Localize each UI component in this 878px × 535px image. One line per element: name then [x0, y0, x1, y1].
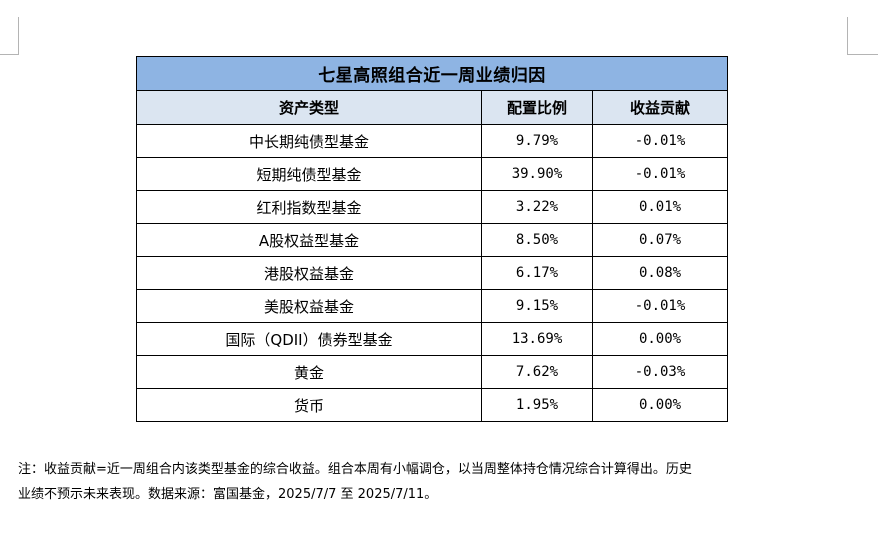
return-contribution-cell: 0.08%: [591, 256, 729, 290]
allocation-ratio-cell: 1.95%: [481, 388, 593, 422]
table-row: 货币 1.95% 0.00%: [136, 388, 729, 422]
table-header-row: 资产类型 配置比例 收益贡献: [136, 90, 729, 125]
header-allocation-ratio: 配置比例: [481, 90, 593, 125]
table-row: 美股权益基金 9.15% -0.01%: [136, 289, 729, 323]
asset-type-cell: 短期纯债型基金: [136, 157, 482, 191]
asset-type-cell: 中长期纯债型基金: [136, 124, 482, 158]
asset-type-cell: 国际（QDII）债券型基金: [136, 322, 482, 356]
allocation-ratio-cell: 3.22%: [481, 190, 593, 224]
allocation-ratio-cell: 13.69%: [481, 322, 593, 356]
asset-type-cell: 红利指数型基金: [136, 190, 482, 224]
table-title-row: 七星高照组合近一周业绩归因: [135, 56, 729, 91]
return-contribution-cell: 0.00%: [591, 322, 729, 356]
asset-type-cell: 货币: [136, 388, 482, 422]
return-contribution-cell: -0.01%: [591, 157, 729, 191]
asset-type-cell: 港股权益基金: [136, 256, 482, 290]
footnote-line-2: 业绩不预示未来表现。数据来源：富国基金，2025/7/7 至 2025/7/11…: [18, 487, 438, 502]
table-title: 七星高照组合近一周业绩归因: [135, 56, 729, 91]
allocation-ratio-cell: 6.17%: [481, 256, 593, 290]
allocation-ratio-cell: 7.62%: [481, 355, 593, 389]
crop-mark-top-right: [847, 17, 878, 55]
asset-type-cell: 美股权益基金: [136, 289, 482, 323]
footnote: 注：收益贡献=近一周组合内该类型基金的综合收益。组合本周有小幅调仓，以当周整体持…: [18, 457, 863, 507]
return-contribution-cell: -0.01%: [591, 124, 729, 158]
allocation-ratio-cell: 9.15%: [481, 289, 593, 323]
table-row: 红利指数型基金 3.22% 0.01%: [136, 190, 729, 224]
crop-mark-top-left: [0, 17, 19, 55]
return-contribution-cell: -0.01%: [591, 289, 729, 323]
table-row: 国际（QDII）债券型基金 13.69% 0.00%: [136, 322, 729, 356]
header-return-contribution: 收益贡献: [591, 90, 729, 125]
asset-type-cell: A股权益型基金: [136, 223, 482, 257]
table-row: 港股权益基金 6.17% 0.08%: [136, 256, 729, 290]
return-contribution-cell: 0.00%: [591, 388, 729, 422]
header-asset-type: 资产类型: [136, 90, 482, 125]
allocation-ratio-cell: 8.50%: [481, 223, 593, 257]
table-row: 短期纯债型基金 39.90% -0.01%: [136, 157, 729, 191]
table-row: 中长期纯债型基金 9.79% -0.01%: [136, 124, 729, 158]
footnote-line-1: 注：收益贡献=近一周组合内该类型基金的综合收益。组合本周有小幅调仓，以当周整体持…: [18, 462, 692, 477]
return-contribution-cell: 0.01%: [591, 190, 729, 224]
attribution-table: 七星高照组合近一周业绩归因 资产类型 配置比例 收益贡献 中长期纯债型基金 9.…: [135, 56, 729, 422]
return-contribution-cell: 0.07%: [591, 223, 729, 257]
table-row: A股权益型基金 8.50% 0.07%: [136, 223, 729, 257]
allocation-ratio-cell: 9.79%: [481, 124, 593, 158]
allocation-ratio-cell: 39.90%: [481, 157, 593, 191]
table-row: 黄金 7.62% -0.03%: [136, 355, 729, 389]
return-contribution-cell: -0.03%: [591, 355, 729, 389]
asset-type-cell: 黄金: [136, 355, 482, 389]
